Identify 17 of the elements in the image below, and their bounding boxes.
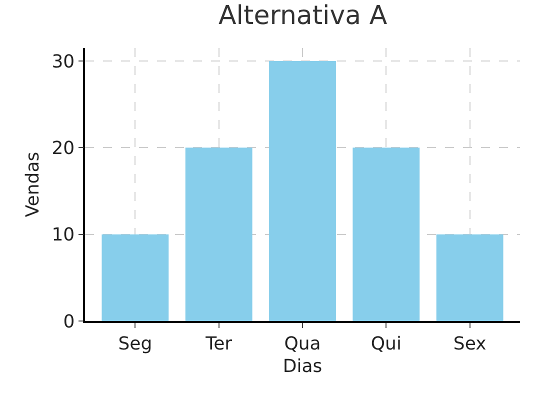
x-tick-label: Seg	[118, 333, 152, 354]
x-tick-label: Qua	[284, 333, 321, 354]
y-tick-label: 0	[63, 311, 75, 332]
x-axis-title: Dias	[282, 356, 322, 377]
bar	[436, 234, 504, 321]
y-axis-title: Vendas	[22, 152, 44, 218]
bar	[102, 234, 169, 321]
bar	[185, 148, 252, 321]
y-tick-label: 30	[52, 51, 75, 72]
x-tick-label: Qui	[370, 333, 402, 354]
y-tick-label: 10	[52, 224, 75, 246]
x-tick-label: Ter	[204, 333, 233, 354]
x-tick-label: Sex	[453, 333, 487, 354]
y-tick-label: 20	[52, 138, 75, 159]
bar	[352, 148, 420, 321]
bar	[269, 61, 336, 321]
chart-title: Alternativa A	[218, 1, 388, 32]
